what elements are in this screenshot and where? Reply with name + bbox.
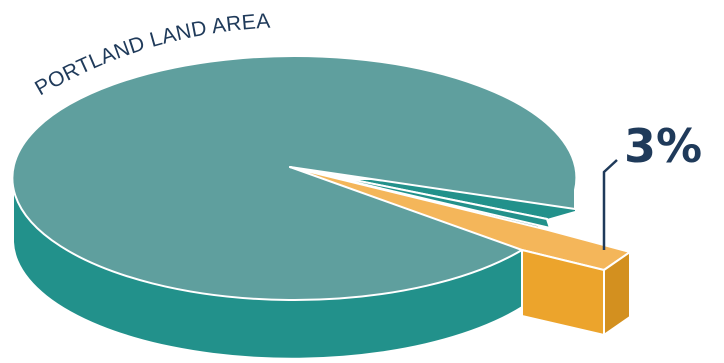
slice-side — [603, 251, 631, 336]
slice-percent-label: 3% — [624, 119, 702, 173]
label-leader-line — [602, 159, 618, 250]
pie-main-top — [11, 55, 578, 301]
pie-slice-3-percent — [289, 166, 631, 336]
